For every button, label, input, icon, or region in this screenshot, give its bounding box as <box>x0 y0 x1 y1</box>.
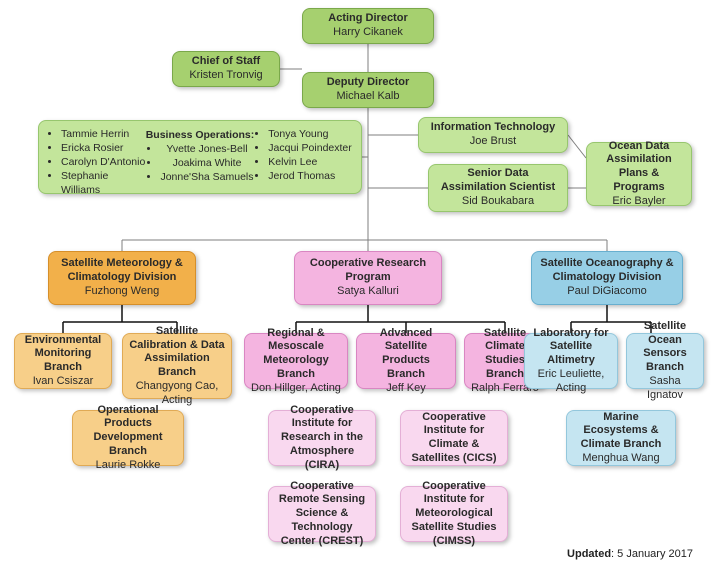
name: Ivan Csiszar <box>33 375 94 389</box>
node-marine-ecosystems-branch: Marine Ecosystems & Climate Branch Mengh… <box>566 410 676 466</box>
node-operational-products-branch: Operational Products Development Branch … <box>72 410 184 466</box>
updated-footer: Updated: 5 January 2017 <box>567 548 693 560</box>
title: Cooperative Institute for Research in th… <box>275 404 369 473</box>
node-satellite-oceanography-division: Satellite Oceanography & Climatology Div… <box>531 251 683 305</box>
bizops-col1: Tammie HerrinEricka RosierCarolyn D'Anto… <box>47 127 146 198</box>
node-cimss: Cooperative Institute for Meteorological… <box>400 486 508 542</box>
name: Michael Kalb <box>337 90 400 104</box>
title: Satellite Ocean Sensors Branch <box>633 320 697 375</box>
node-cics: Cooperative Institute for Climate & Sate… <box>400 410 508 466</box>
bizops-person: Kelvin Lee <box>268 156 353 169</box>
node-laboratory-satellite-altimetry: Laboratory for Satellite Altimetry Eric … <box>524 333 618 389</box>
title: Ocean Data Assimilation Plans & Programs <box>593 140 685 195</box>
title: Cooperative Institute for Climate & Sate… <box>407 411 501 466</box>
title: Satellite Oceanography & Climatology Div… <box>538 257 676 285</box>
title: Senior Data Assimilation Scientist <box>435 167 561 195</box>
title: Cooperative Institute for Meteorological… <box>407 480 501 549</box>
bizops-person: Jacqui Poindexter <box>268 142 353 155</box>
title: Acting Director <box>328 12 407 26</box>
name: Paul DiGiacomo <box>567 285 646 299</box>
node-advanced-satellite-products-branch: Advanced Satellite Products Branch Jeff … <box>356 333 456 389</box>
bizops-person: Yvette Jones-Bell <box>160 143 255 156</box>
name: Menghua Wang <box>582 452 659 466</box>
bizops-heading: Business Operations: <box>146 129 255 142</box>
node-satellite-ocean-sensors-branch: Satellite Ocean Sensors Branch Sasha Ign… <box>626 333 704 389</box>
node-acting-director: Acting Director Harry Cikanek <box>302 8 434 44</box>
title: Environmental Monitoring Branch <box>21 334 105 375</box>
title: Chief of Staff <box>192 55 260 69</box>
title: Laboratory for Satellite Altimetry <box>531 327 611 368</box>
bizops-person: Joakima White <box>160 157 255 170</box>
name: Satya Kalluri <box>337 285 399 299</box>
title: Deputy Director <box>327 76 410 90</box>
title: Advanced Satellite Products Branch <box>363 327 449 382</box>
name: Fuzhong Weng <box>85 285 159 299</box>
node-senior-data-assimilation-scientist: Senior Data Assimilation Scientist Sid B… <box>428 164 568 212</box>
name: Laurie Rokke <box>96 459 161 473</box>
node-ocean-data-assimilation: Ocean Data Assimilation Plans & Programs… <box>586 142 692 206</box>
bizops-person: Ericka Rosier <box>61 142 146 155</box>
node-regional-mesoscale-branch: Regional & Mesoscale Meteorology Branch … <box>244 333 348 389</box>
title: Marine Ecosystems & Climate Branch <box>573 411 669 452</box>
bizops-person: Jerod Thomas <box>268 170 353 183</box>
title: Satellite Calibration & Data Assimilatio… <box>129 325 225 380</box>
name: Kristen Tronvig <box>189 69 262 83</box>
title: Cooperative Remote Sensing Science & Tec… <box>275 480 369 549</box>
name: Eric Leuliette, Acting <box>531 368 611 396</box>
node-chief-of-staff: Chief of Staff Kristen Tronvig <box>172 51 280 87</box>
name: Sid Boukabara <box>462 195 534 209</box>
title: Cooperative Research Program <box>301 257 435 285</box>
node-deputy-director: Deputy Director Michael Kalb <box>302 72 434 108</box>
node-crest: Cooperative Remote Sensing Science & Tec… <box>268 486 376 542</box>
name: Eric Bayler <box>612 195 665 209</box>
bizops-person: Tonya Young <box>268 128 353 141</box>
node-cira: Cooperative Institute for Research in th… <box>268 410 376 466</box>
name: Sasha Ignatov <box>633 375 697 403</box>
updated-label: Updated <box>567 548 611 560</box>
bizops-person: Jonne'Sha Samuels <box>160 171 255 184</box>
name: Don Hillger, Acting <box>251 382 341 396</box>
bizops-person: Tammie Herrin <box>61 128 146 141</box>
title: Regional & Mesoscale Meteorology Branch <box>251 327 341 382</box>
node-satellite-calibration-branch: Satellite Calibration & Data Assimilatio… <box>122 333 232 399</box>
node-cooperative-research-program: Cooperative Research Program Satya Kallu… <box>294 251 442 305</box>
title: Satellite Meteorology & Climatology Divi… <box>55 257 189 285</box>
bizops-person: Stephanie Williams <box>61 170 146 196</box>
name: Harry Cikanek <box>333 26 403 40</box>
node-business-operations: Tammie HerrinEricka RosierCarolyn D'Anto… <box>38 120 362 194</box>
bizops-heading-col: Business Operations: Yvette Jones-BellJo… <box>146 127 255 186</box>
name: Joe Brust <box>470 135 516 149</box>
title: Operational Products Development Branch <box>79 404 177 459</box>
node-environmental-monitoring-branch: Environmental Monitoring Branch Ivan Csi… <box>14 333 112 389</box>
name: Jeff Key <box>386 382 426 396</box>
bizops-col3: Tonya YoungJacqui PoindexterKelvin LeeJe… <box>254 127 353 185</box>
bizops-person: Carolyn D'Antonio <box>61 156 146 169</box>
updated-value: : 5 January 2017 <box>611 548 693 560</box>
node-satellite-meteorology-division: Satellite Meteorology & Climatology Divi… <box>48 251 196 305</box>
title: Information Technology <box>431 121 555 135</box>
node-information-technology: Information Technology Joe Brust <box>418 117 568 153</box>
